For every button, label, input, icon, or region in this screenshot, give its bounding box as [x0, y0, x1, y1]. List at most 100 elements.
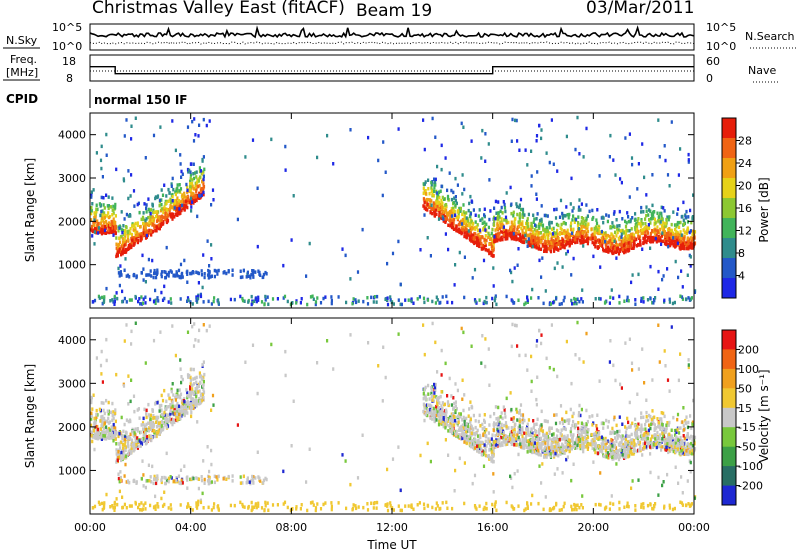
range-gate-cell [482, 258, 486, 263]
range-gate-cell [101, 414, 104, 419]
range-gate-cell [607, 214, 610, 218]
range-gate-cell [467, 427, 470, 432]
range-gate-cell [479, 424, 482, 428]
range-gate-cell [571, 302, 574, 306]
range-gate-cell [433, 395, 436, 399]
range-gate-cell [674, 433, 677, 437]
range-gate-cell [598, 174, 601, 178]
range-gate-cell [426, 408, 429, 412]
range-gate-cell [451, 412, 455, 416]
noise-right-label: N.Search [745, 30, 795, 43]
range-gate-cell [179, 275, 182, 280]
range-gate-cell [487, 142, 490, 146]
range-gate-cell [650, 237, 654, 241]
range-gate-cell [445, 417, 449, 422]
range-gate-cell [523, 431, 526, 435]
range-gate-cell [96, 433, 100, 438]
range-gate-cell [430, 180, 433, 185]
range-gate-cell [501, 225, 504, 230]
range-gate-cell [493, 412, 496, 416]
range-gate-cell [108, 436, 111, 440]
range-gate-cell [689, 414, 692, 418]
y-tick-label: 1000 [58, 259, 86, 272]
range-gate-cell [585, 217, 588, 221]
range-gate-cell [689, 236, 692, 240]
range-gate-cell [136, 240, 139, 245]
range-gate-cell [461, 430, 464, 435]
range-gate-cell [521, 436, 524, 441]
range-gate-cell [578, 152, 581, 156]
range-gate-cell [613, 239, 616, 244]
range-gate-cell [469, 238, 472, 242]
range-gate-cell [563, 295, 566, 300]
range-gate-cell [319, 301, 323, 305]
range-gate-cell [156, 425, 159, 429]
range-gate-cell [541, 223, 544, 228]
range-gate-cell [110, 425, 113, 429]
range-gate-cell [182, 200, 185, 204]
range-gate-cell [155, 225, 158, 230]
range-gate-cell [481, 422, 484, 427]
range-gate-cell [443, 215, 447, 219]
range-gate-cell [631, 438, 634, 442]
range-gate-cell [96, 413, 99, 417]
range-gate-cell [171, 195, 174, 199]
range-gate-cell [483, 225, 486, 230]
range-gate-cell [430, 386, 433, 390]
range-gate-cell [93, 421, 96, 425]
range-gate-cell [491, 241, 494, 245]
range-gate-cell [112, 217, 115, 221]
range-gate-cell [314, 300, 318, 304]
range-gate-cell [521, 213, 524, 217]
range-gate-cell [195, 170, 198, 174]
range-gate-cell [173, 406, 176, 411]
range-gate-cell [437, 398, 440, 402]
nave-ytick-bottom: 0 [706, 72, 713, 85]
range-gate-cell [158, 226, 161, 231]
range-gate-cell [202, 300, 205, 304]
range-gate-cell [691, 215, 694, 219]
range-gate-cell [179, 262, 183, 267]
range-gate-cell [462, 433, 465, 438]
range-gate-cell [456, 183, 459, 187]
range-gate-cell [107, 421, 110, 425]
range-gate-cell [433, 417, 436, 421]
range-gate-cell [624, 245, 627, 250]
range-gate-cell [644, 221, 647, 226]
range-gate-cell [576, 235, 579, 239]
range-gate-cell [586, 439, 589, 444]
range-gate-cell [131, 444, 134, 448]
range-gate-cell [199, 169, 203, 173]
range-gate-cell [330, 295, 333, 299]
range-gate-cell [244, 155, 247, 159]
range-gate-cell [314, 302, 317, 307]
range-gate-cell [139, 238, 142, 243]
range-gate-cell [135, 237, 138, 241]
range-gate-cell [646, 238, 649, 242]
range-gate-cell [540, 217, 543, 222]
range-gate-cell [639, 243, 642, 247]
range-gate-cell [123, 437, 126, 442]
range-gate-cell [134, 436, 137, 440]
range-gate-cell [114, 411, 117, 415]
range-gate-cell [255, 299, 258, 304]
range-gate-cell [165, 245, 168, 250]
range-gate-cell [145, 229, 149, 233]
range-gate-cell [386, 296, 389, 300]
range-gate-cell [138, 233, 141, 238]
range-gate-cell [571, 238, 574, 243]
range-gate-cell [454, 195, 457, 199]
range-gate-cell [584, 435, 587, 440]
range-gate-cell [90, 195, 93, 199]
range-gate-cell [437, 406, 440, 410]
range-gate-cell [488, 217, 491, 222]
range-gate-cell [562, 426, 565, 431]
range-gate-cell [98, 230, 102, 234]
range-gate-cell [181, 172, 184, 176]
range-gate-cell [662, 221, 665, 225]
range-gate-cell [192, 199, 195, 203]
range-gate-cell [165, 413, 169, 418]
range-gate-cell [524, 237, 527, 242]
range-gate-cell [469, 212, 472, 216]
range-gate-cell [105, 429, 108, 433]
